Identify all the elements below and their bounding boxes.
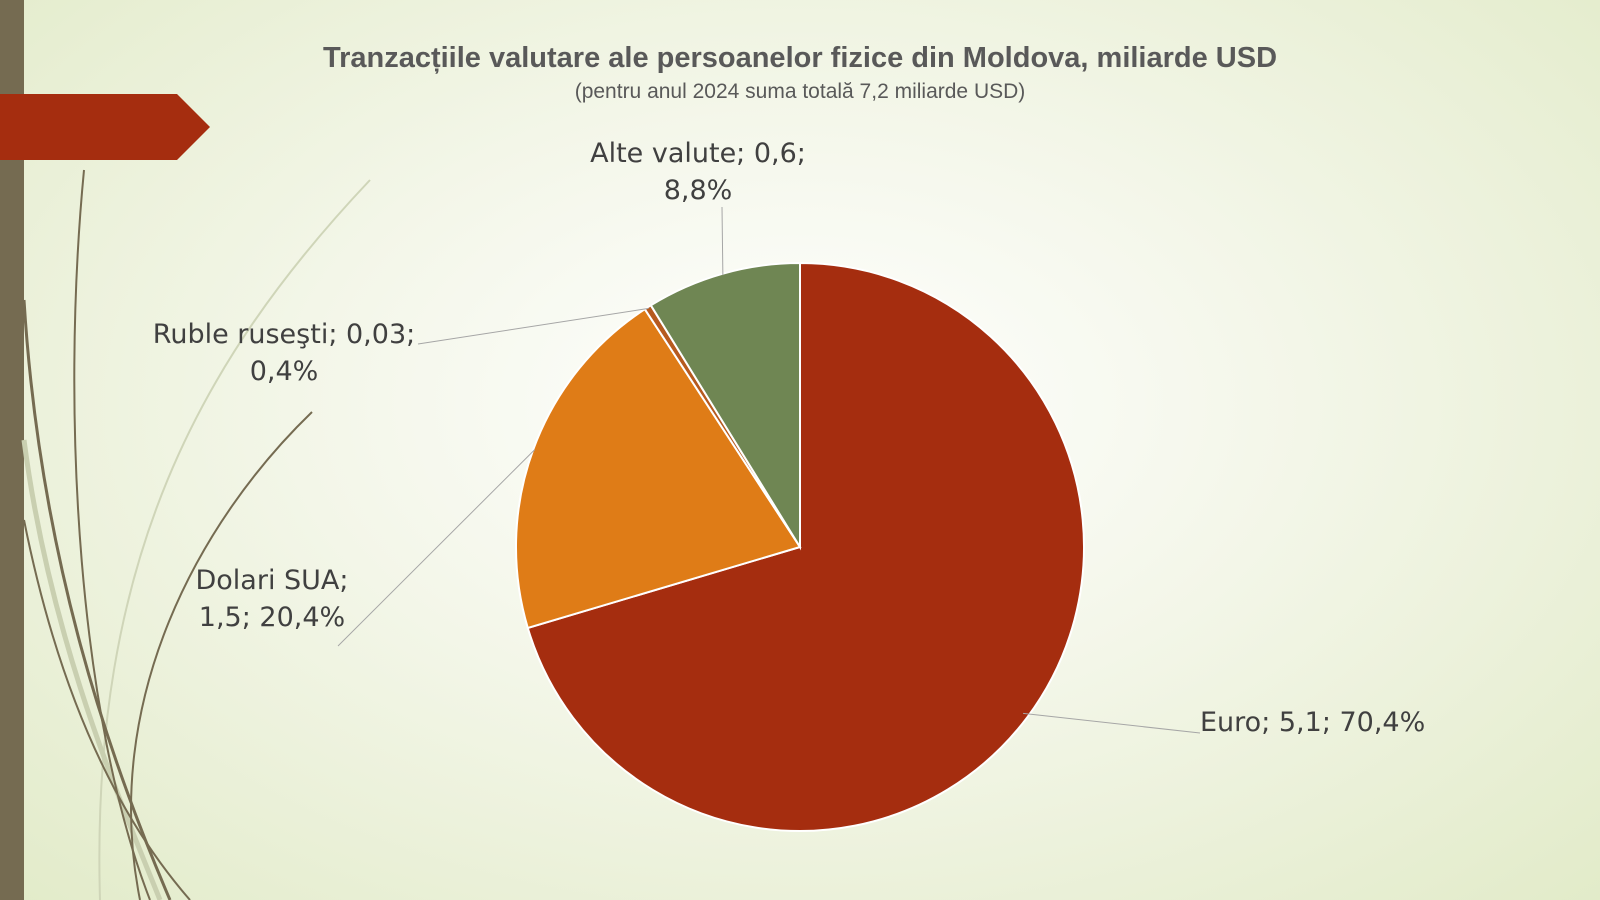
leader-line (721, 206, 724, 276)
data-label: 1,5; 20,4% (199, 602, 345, 633)
chart-title: Tranzacțiile valutare ale persoanelor fi… (322, 42, 1278, 74)
data-label: 0,4% (250, 356, 319, 387)
chart-subtitle: (pentru anul 2024 suma totală 7,2 miliar… (574, 80, 1026, 103)
data-label: Alte valute; 0,6; (590, 138, 806, 169)
data-label: 8,8% (664, 175, 733, 206)
pie-slice-dolari-sua (515, 307, 802, 630)
data-label: Ruble ruseşti; 0,03; (153, 319, 415, 350)
pie-slice-euro (526, 261, 1085, 832)
data-label: Dolari SUA; (195, 565, 348, 596)
data-label: Euro; 5,1; 70,4% (1200, 707, 1425, 738)
accent-flag (0, 94, 210, 160)
leader-line (1023, 712, 1201, 734)
leader-line (337, 449, 536, 647)
leader-line (417, 307, 649, 345)
